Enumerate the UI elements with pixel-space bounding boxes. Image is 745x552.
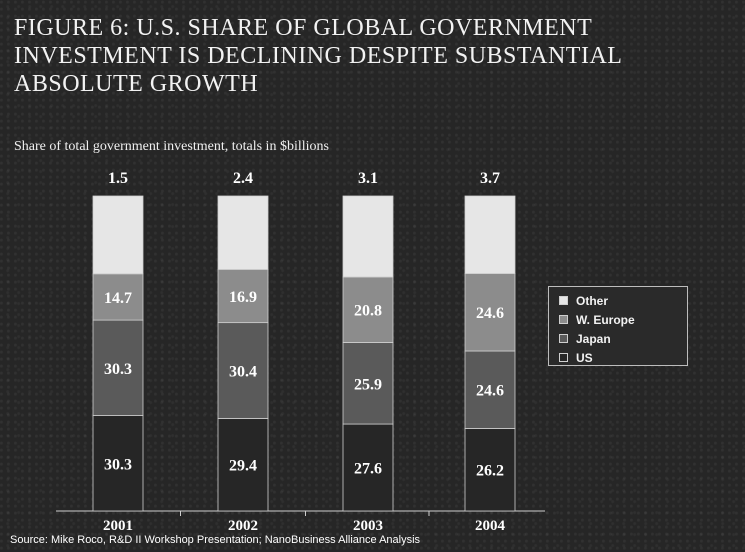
total-label: 1.5 bbox=[108, 170, 128, 187]
source-note: Source: Mike Roco, R&D II Workshop Prese… bbox=[10, 534, 421, 546]
bar-segment-w-europe-2001 bbox=[92, 273, 144, 321]
legend-item-w-europe: W. Europe bbox=[559, 310, 687, 329]
bar-segment-japan-2004 bbox=[464, 350, 516, 429]
legend-label-other: Other bbox=[576, 293, 609, 308]
data-label: 20.8 bbox=[354, 303, 382, 320]
bar-segment-japan-2002 bbox=[217, 322, 269, 419]
data-label: 29.4 bbox=[229, 458, 257, 475]
figure-title-line: ABSOLUTE GROWTH bbox=[14, 71, 259, 97]
bar-segment-japan-2001 bbox=[92, 319, 144, 416]
legend-item-japan: Japan bbox=[559, 329, 687, 348]
data-label: 30.3 bbox=[104, 361, 132, 378]
data-label: 24.6 bbox=[476, 305, 504, 322]
bar-segment-us-2001 bbox=[92, 415, 144, 512]
legend-label-us: US bbox=[576, 350, 593, 365]
legend-label-japan: Japan bbox=[576, 331, 611, 346]
legend-swatch-w-europe bbox=[559, 315, 568, 324]
figure-title-line: INVESTMENT IS DECLINING DESPITE SUBSTANT… bbox=[14, 43, 623, 69]
bar-segment-other-2002 bbox=[217, 195, 269, 270]
legend-label-w-europe: W. Europe bbox=[576, 312, 635, 327]
total-label: 3.1 bbox=[358, 170, 378, 187]
legend-swatch-us bbox=[559, 353, 568, 362]
bar-segment-w-europe-2002 bbox=[217, 268, 269, 324]
total-label: 2.4 bbox=[233, 170, 253, 187]
total-label: 3.7 bbox=[480, 170, 500, 187]
x-tick-label: 2001 bbox=[103, 518, 133, 534]
x-tick-label: 2004 bbox=[475, 518, 506, 534]
figure-title-line: FIGURE 6: U.S. SHARE OF GLOBAL GOVERNMEN… bbox=[14, 15, 593, 41]
x-tick-label: 2002 bbox=[228, 518, 258, 534]
data-label: 24.6 bbox=[476, 383, 504, 400]
legend-swatch-other bbox=[559, 296, 568, 305]
chart-legend: Other W. Europe Japan US bbox=[548, 286, 688, 366]
x-tick-label: 2003 bbox=[353, 518, 383, 534]
legend-item-us: US bbox=[559, 348, 687, 367]
bar-segment-w-europe-2003 bbox=[342, 276, 394, 343]
data-label: 27.6 bbox=[354, 461, 382, 478]
bar-segment-w-europe-2004 bbox=[464, 273, 516, 352]
data-label: 26.2 bbox=[476, 463, 504, 480]
data-label: 30.4 bbox=[229, 364, 257, 381]
bar-segment-us-2003 bbox=[342, 423, 394, 512]
data-label: 16.9 bbox=[229, 289, 257, 306]
data-label: 14.7 bbox=[104, 290, 132, 307]
bar-segment-other-2004 bbox=[464, 195, 516, 274]
bar-segment-other-2001 bbox=[92, 195, 144, 275]
data-label: 25.9 bbox=[354, 376, 382, 393]
bar-segment-us-2002 bbox=[217, 417, 269, 512]
bar-segment-other-2003 bbox=[342, 195, 394, 278]
legend-swatch-japan bbox=[559, 334, 568, 343]
legend-item-other: Other bbox=[559, 291, 687, 310]
bar-segment-us-2004 bbox=[464, 428, 516, 512]
figure-title: FIGURE 6: U.S. SHARE OF GLOBAL GOVERNMEN… bbox=[14, 14, 714, 98]
chart-subtitle: Share of total government investment, to… bbox=[14, 139, 329, 154]
data-label: 30.3 bbox=[104, 456, 132, 473]
